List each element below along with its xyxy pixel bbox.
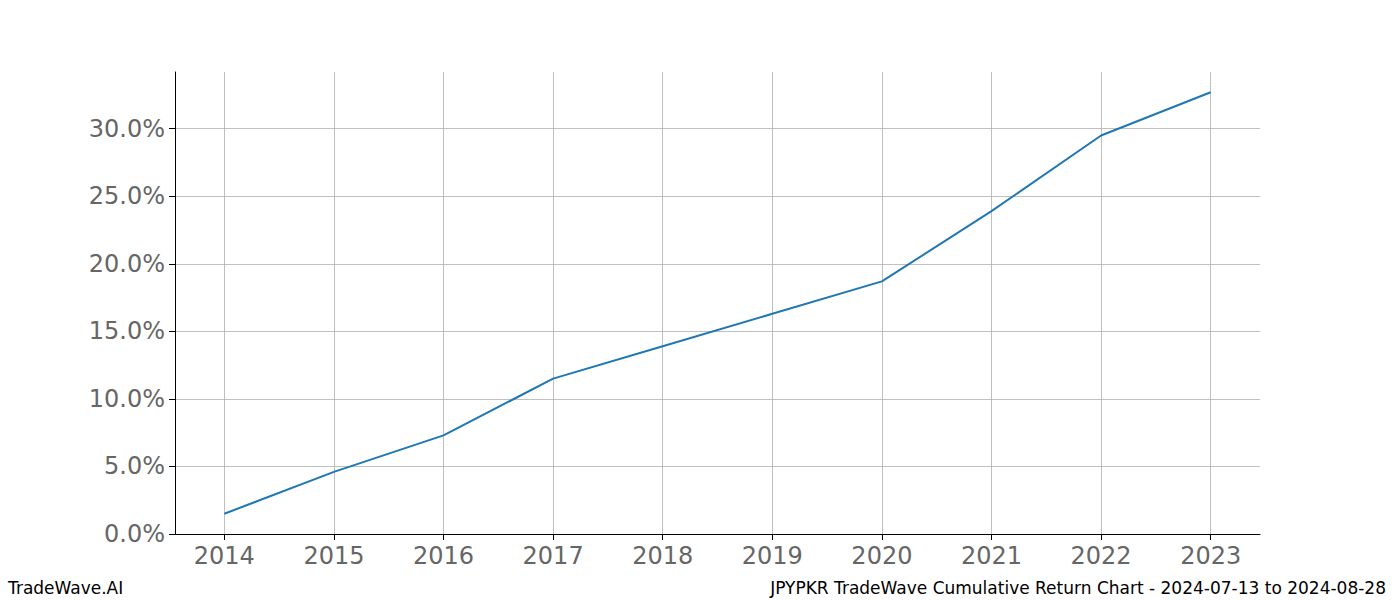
svg-text:2019: 2019: [742, 542, 803, 570]
svg-text:TradeWave.AI: TradeWave.AI: [7, 578, 123, 598]
svg-text:15.0%: 15.0%: [89, 317, 165, 345]
svg-text:JPYPKR TradeWave Cumulative Re: JPYPKR TradeWave Cumulative Return Chart…: [769, 578, 1386, 598]
svg-text:5.0%: 5.0%: [104, 452, 165, 480]
svg-text:2021: 2021: [961, 542, 1022, 570]
svg-text:2016: 2016: [413, 542, 474, 570]
svg-text:2017: 2017: [523, 542, 584, 570]
svg-text:2018: 2018: [632, 542, 693, 570]
svg-text:2014: 2014: [194, 542, 255, 570]
svg-text:0.0%: 0.0%: [104, 520, 165, 548]
svg-text:25.0%: 25.0%: [89, 182, 165, 210]
svg-text:30.0%: 30.0%: [89, 115, 165, 143]
svg-text:20.0%: 20.0%: [89, 250, 165, 278]
svg-text:2015: 2015: [303, 542, 364, 570]
svg-text:10.0%: 10.0%: [89, 385, 165, 413]
svg-text:2022: 2022: [1071, 542, 1132, 570]
svg-text:2023: 2023: [1180, 542, 1241, 570]
svg-text:2020: 2020: [851, 542, 912, 570]
